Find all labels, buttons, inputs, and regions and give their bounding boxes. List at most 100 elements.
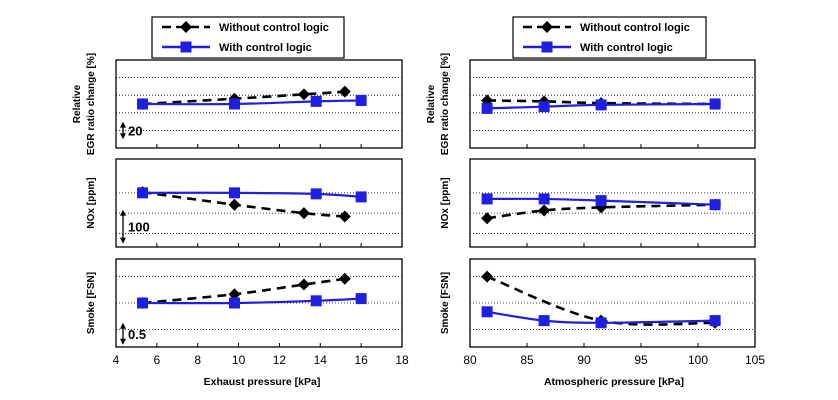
legend-marker [541,41,553,53]
x-tick-label: 95 [634,353,648,367]
data-point [228,187,240,199]
data-point [709,98,721,110]
data-point [481,306,493,318]
data-point [137,98,149,110]
data-point [338,272,351,285]
data-point [595,99,607,111]
data-point [538,204,551,217]
y-axis-label: Smoke [FSN] [86,272,97,334]
x-tick-label: 12 [273,353,287,367]
y-axis-label: NOx [ppm] [86,177,97,228]
x-tick-label: 105 [745,353,765,367]
x-tick-label: 6 [154,353,161,367]
scale-bar-label: 0.5 [128,327,146,342]
series-line [142,191,362,199]
data-point [310,188,322,200]
data-point [595,317,607,329]
legend-entry-diamond: Without control logic [523,21,690,34]
series-with-control [137,94,367,110]
legend-label: Without control logic [580,22,690,34]
x-tick-label: 14 [314,353,328,367]
series-line [142,190,345,218]
scale-bar-arrow-down [120,338,126,345]
y-axis-label: Relative [426,84,437,123]
scale-bar-arrow-down [120,133,126,140]
data-point [355,191,367,203]
right-egr-subplot: Relative EGR ratio change [%] [426,53,756,155]
data-point [481,102,493,114]
data-point [297,278,310,291]
data-point [481,270,494,283]
series-line [142,99,362,106]
data-point [228,98,240,110]
data-point [481,193,493,205]
scale-bar-arrow-up [120,322,126,329]
scale-bar: 100 [120,209,150,244]
data-point [228,198,241,211]
legend-label: Without control logic [219,22,329,34]
y-axis-label: EGR ratio change [%] [86,53,97,155]
legend-marker [541,21,553,33]
plot-frame [115,158,403,248]
x-tick-label: 85 [520,353,534,367]
right-nox-subplot: NOx [ppm] [440,158,756,248]
x-tick-label: 8 [194,353,201,367]
series-with-control [137,187,367,203]
left-nox-subplot: NOx [ppm] 100 [86,158,403,248]
series-with-control [481,98,721,114]
legend-label: With control logic [580,42,673,54]
series-line [486,203,716,220]
plot-frame [469,158,756,248]
scale-bar-arrow-up [120,209,126,216]
legend-entry-diamond: Without control logic [162,21,329,34]
data-point [310,95,322,107]
data-point [228,297,240,309]
y-axis-label: Relative [72,84,83,123]
data-point [538,101,550,113]
scale-bar: 20 [120,121,142,140]
series-with-control [481,193,721,211]
x-axis-label: Atmospheric pressure [kPa] [544,376,684,388]
left-egr-subplot: Relative EGR ratio change [%] 20 [72,53,403,155]
data-point [297,88,310,101]
series-line [487,197,716,206]
data-point [538,315,550,327]
data-point [338,85,351,98]
series-line [142,297,362,305]
series-line [486,310,716,324]
series-line [142,277,345,305]
data-point [297,207,310,220]
y-axis-label: Smoke [FSN] [440,272,451,334]
series-without-control [136,272,351,309]
x-tick-label: 18 [395,353,409,367]
data-point [709,315,721,327]
x-tick-label: 100 [688,353,708,367]
data-point [137,187,149,199]
data-point [228,288,241,301]
scale-bar-arrow-down [120,237,126,244]
y-axis-label: EGR ratio change [%] [440,53,451,155]
series-with-control [481,306,721,329]
data-point [355,293,367,305]
data-point [310,295,322,307]
scale-bar: 0.5 [120,322,146,345]
x-tick-label: 80 [463,353,477,367]
scale-bar-label: 100 [128,220,150,235]
legend-label: With control logic [219,42,312,54]
data-point [481,212,494,225]
scale-bar-arrow-up [120,121,126,128]
left-legend: Without control logic With control logic [151,16,345,59]
x-tick-label: 90 [577,353,591,367]
legend-marker [180,41,192,53]
left-smoke-subplot: Smoke [FSN] 0.5 [86,258,403,348]
x-tick-label: 4 [113,353,120,367]
right-smoke-subplot: Smoke [FSN] [440,258,756,348]
legend-entry-square: With control logic [523,41,673,54]
data-point [137,297,149,309]
right-legend: Without control logic With control logic [512,16,707,59]
data-point [595,195,607,207]
x-tick-label: 10 [232,353,246,367]
